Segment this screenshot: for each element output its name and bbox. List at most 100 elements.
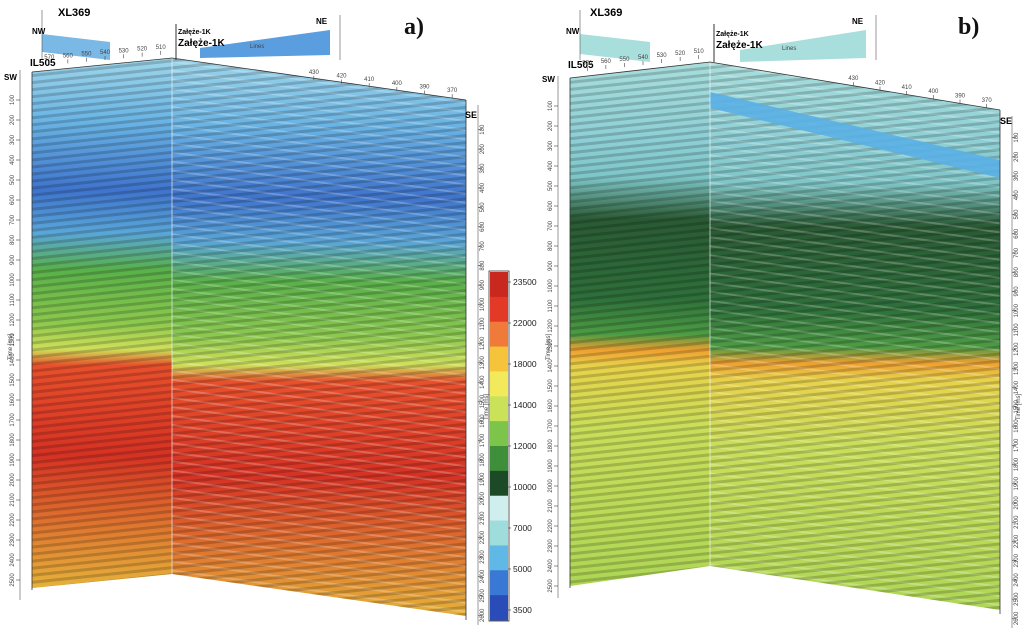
panel-a-right-axis-tick-label: 600 — [480, 221, 486, 232]
colorbar: 23500 22000 18000 14000 12000 10000 7000 5000 35… — [488, 270, 537, 622]
panel-a-right-axis-tick-label: 1700 — [480, 433, 486, 447]
panel-a-left-axis-tick-label: 2000 — [10, 473, 16, 487]
panel-b-nw-label: NW — [566, 27, 580, 36]
panel-b-left-axis-tick-label: 600 — [548, 200, 554, 211]
panel-a-right-axis-tick-label: 2300 — [480, 550, 486, 564]
panel-b: XL369 NW NE IL505 SW SE Załęże-1K Załęże… — [542, 7, 1022, 628]
panel-b-right-axis-tick-label: 1900 — [1014, 476, 1020, 490]
panel-a-right-axis-tick-label: 2000 — [480, 491, 486, 505]
panel-a-ne-label: NE — [316, 17, 328, 26]
panel-b-right-axis-tick-label: 900 — [1014, 286, 1020, 297]
panel-a-right-axis-ticks: 100 200 300 400 500 600 700 800 900 1000 1100 1200 1… — [478, 124, 486, 622]
panel-b-top-right-axis-tick-label: 430 — [848, 76, 859, 82]
panel-b-right-axis-tick-label: 800 — [1014, 267, 1020, 278]
colorbar-label: 18000 — [513, 359, 537, 369]
panel-b-top-right-axis-tick-label: 410 — [902, 85, 913, 91]
panel-b-left-axis-tick-label: 1400 — [548, 359, 554, 373]
panel-a-top-left-axis-tick-label: 530 — [119, 48, 130, 54]
panel-a-top-left-axis-tick-label: 510 — [156, 45, 167, 51]
panel-b-top-right-axis-tick-label: 390 — [955, 94, 966, 100]
colorbar-label: 23500 — [513, 277, 537, 287]
panel-b-il-label: IL505 — [568, 60, 594, 71]
panel-a-top-right-axis-tick-label: 430 — [309, 70, 320, 76]
panel-b-right-axis-tick-label: 2200 — [1014, 534, 1020, 548]
panel-b-right-axis-tick-label: 2100 — [1014, 515, 1020, 529]
panel-a-left-axis-tick-label: 2100 — [10, 493, 16, 507]
colorbar-swatch — [490, 520, 508, 546]
panel-a-top-left-axis-tick-label: 520 — [137, 47, 148, 53]
panel-a-xl-slab-right — [200, 30, 330, 58]
panel-a-xl-label: XL369 — [58, 7, 90, 19]
colorbar-swatch — [490, 346, 508, 372]
panel-b-well-bottom: Załęże-1K — [716, 40, 763, 51]
colorbar-swatch — [490, 545, 508, 571]
panel-a-time-label: Time [ms] — [8, 334, 14, 360]
panel-a-top-right-axis-tick-label: 390 — [419, 85, 430, 91]
panel-b-blue-band — [710, 92, 1000, 178]
panel-b-time-label: Time [ms] — [546, 334, 552, 360]
colorbar-label: 5000 — [513, 564, 532, 574]
panel-b-left-axis-tick-label: 2200 — [548, 519, 554, 533]
panel-a-left-axis-tick-label: 1900 — [10, 453, 16, 467]
panel-a-left-axis-ticks: 100 200 300 400 500 600 700 800 900 1000 1100 1200 1… — [10, 94, 20, 587]
panel-a-right-axis-tick-label: 2200 — [480, 530, 486, 544]
panel-b-left-axis-ticks: 100 200 300 400 500 600 700 800 900 1000 1100 1200 1… — [548, 100, 558, 593]
colorbar-swatch — [490, 570, 508, 596]
colorbar-label: 10000 — [513, 482, 537, 492]
panel-a-right-axis-tick-label: 900 — [480, 279, 486, 290]
panel-b-left-axis-tick-label: 1800 — [548, 439, 554, 453]
panel-a-left-axis-tick-label: 1400 — [10, 353, 16, 367]
panel-b-right-axis-tick-label: 2400 — [1014, 573, 1020, 587]
panel-a-left-axis-tick-label: 1800 — [10, 433, 16, 447]
panel-a-top-axis-ticks: 570 560 550 540 530 520 510 430 420 410 400 390 370 — [44, 45, 458, 99]
panel-b-right-axis-tick-label: 500 — [1014, 209, 1020, 220]
panel-a: XL369 NW NE IL505 SW SE Załęże-1K Załęże… — [4, 7, 490, 625]
panel-b-top-axis-ticks: 570 560 550 540 530 520 510 430 420 410 400 390 370 — [582, 49, 992, 108]
panel-b-left-axis-tick-label: 1300 — [548, 339, 554, 353]
panel-b-right-axis-tick-label: 100 — [1014, 132, 1020, 143]
panel-b-left-axis-tick-label: 1900 — [548, 459, 554, 473]
panel-a-top-left-axis-tick-label: 560 — [63, 53, 74, 59]
panel-a-left-axis-tick-label: 1500 — [10, 373, 16, 387]
panel-b-right-axis-tick-label: 1300 — [1014, 361, 1020, 375]
panel-a-top-right-axis-tick-label: 370 — [447, 88, 458, 94]
panel-a-left-axis-tick-label: 100 — [10, 94, 16, 105]
panel-b-left-axis-tick-label: 1600 — [548, 399, 554, 413]
panel-a-left-axis-tick-label: 200 — [10, 114, 16, 125]
panel-b-lines-label: Lines — [782, 46, 796, 52]
panel-b-xl-label: XL369 — [590, 7, 622, 19]
panel-a-left-axis-tick-label: 1600 — [10, 393, 16, 407]
panel-b-right-axis-tick-label: 2600 — [1014, 611, 1020, 625]
colorbar-swatch — [490, 321, 508, 348]
panel-b-right-axis-tick-label: 2500 — [1014, 592, 1020, 606]
panel-b-left-axis-tick-label: 2300 — [548, 539, 554, 553]
panel-b-se-label: SE — [1000, 116, 1012, 126]
panel-b-top-right-axis-tick-label: 370 — [982, 98, 993, 104]
panel-b-xl-slab-right — [740, 30, 866, 62]
panel-b-left-axis-tick-label: 800 — [548, 240, 554, 251]
panel-b-left-axis-tick-label: 1100 — [548, 299, 554, 313]
panel-a-top-right-axis-tick-label: 420 — [336, 74, 347, 80]
panel-b-left-axis-tick-label: 1700 — [548, 419, 554, 433]
panel-b-top-left-axis-tick-label: 570 — [582, 61, 593, 67]
colorbar-label: 22000 — [513, 318, 537, 328]
panel-b-right-axis-tick-label: 1700 — [1014, 438, 1020, 452]
panel-b-letter: b) — [958, 14, 980, 40]
panel-a-left-axis-tick-label: 900 — [10, 254, 16, 265]
colorbar-swatch — [490, 495, 508, 522]
panel-b-left-axis-tick-label: 400 — [548, 160, 554, 171]
panel-b-left-axis-tick-label: 2400 — [548, 559, 554, 573]
panel-b-left-axis-tick-label: 2500 — [548, 579, 554, 593]
panel-a-top-right-axis-tick-label: 410 — [364, 77, 375, 83]
panel-b-right-axis-tick-label: 2300 — [1014, 553, 1020, 567]
panel-b-top-right-axis-tick-label: 400 — [928, 89, 939, 95]
panel-b-top-left-axis-tick-label: 520 — [675, 51, 686, 57]
panel-a-il-label: IL505 — [30, 58, 56, 69]
panel-b-right-axis-tick-label: 2000 — [1014, 496, 1020, 510]
panel-b-left-axis-tick-label: 2100 — [548, 499, 554, 513]
panel-a-right-axis-tick-label: 1200 — [480, 336, 486, 350]
panel-a-left-axis-tick-label: 1200 — [10, 313, 16, 327]
panel-b-left-axis-tick-label: 1000 — [548, 279, 554, 293]
